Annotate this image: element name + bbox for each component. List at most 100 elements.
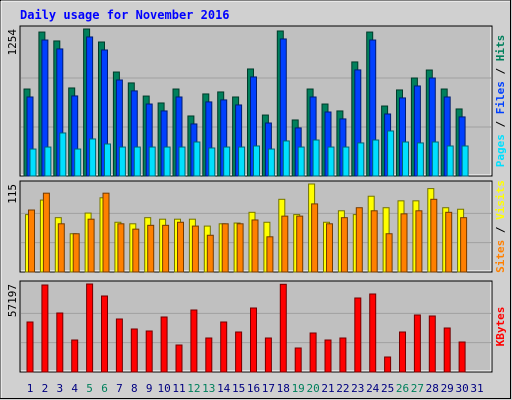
- bar: [354, 297, 362, 373]
- bar: [115, 318, 123, 373]
- bar: [177, 221, 184, 273]
- x-tick-label: 1: [27, 382, 34, 395]
- x-tick-label: 12: [187, 382, 200, 395]
- bar: [415, 210, 423, 273]
- x-tick-label: 26: [396, 382, 409, 395]
- bar: [253, 145, 260, 177]
- bar: [104, 143, 111, 177]
- x-tick-label: 21: [321, 382, 334, 395]
- bar: [42, 192, 50, 273]
- bar: [294, 347, 302, 373]
- x-tick-label: 3: [56, 382, 63, 395]
- x-tick-label: 29: [441, 382, 454, 395]
- bar: [431, 141, 439, 177]
- chart-title: Daily usage for November 2016: [20, 8, 230, 22]
- bar: [413, 314, 421, 373]
- x-tick-label: 27: [411, 382, 424, 395]
- bar: [71, 339, 79, 373]
- bar: [279, 283, 287, 373]
- bar: [340, 217, 348, 273]
- bar: [190, 309, 198, 373]
- bar: [193, 141, 201, 177]
- x-tick-label: 16: [247, 382, 260, 395]
- y-tick-label: 57197: [6, 284, 19, 317]
- bar: [357, 142, 365, 177]
- bar: [445, 211, 453, 273]
- bar: [206, 234, 214, 273]
- y-tick-label: 1254: [6, 29, 19, 56]
- x-tick-label: 8: [131, 382, 138, 395]
- bar: [130, 328, 138, 373]
- bar: [339, 337, 347, 373]
- bar: [281, 215, 289, 273]
- bar: [461, 145, 469, 177]
- x-tick-label: 23: [351, 382, 364, 395]
- bar: [385, 233, 393, 273]
- bar: [118, 146, 126, 177]
- bar: [89, 138, 97, 177]
- x-tick-label: 2: [42, 382, 49, 395]
- bar: [458, 341, 466, 373]
- bar: [87, 218, 95, 273]
- legend-label: Pages: [494, 134, 507, 167]
- bar: [145, 330, 153, 373]
- bar: [178, 146, 186, 177]
- bar: [223, 146, 231, 177]
- bar: [44, 146, 52, 177]
- bar: [251, 219, 259, 273]
- x-tick-label: 15: [232, 382, 245, 395]
- x-tick-label: 18: [277, 382, 290, 395]
- bar: [327, 146, 335, 177]
- bar: [117, 223, 125, 273]
- bar: [428, 315, 436, 373]
- bar: [221, 223, 229, 273]
- bar: [191, 225, 199, 273]
- legend-separator: /: [494, 61, 507, 81]
- bar: [370, 210, 378, 273]
- bar: [384, 356, 392, 373]
- x-tick-label: 24: [366, 382, 380, 395]
- bar: [400, 213, 408, 273]
- bar: [205, 337, 213, 373]
- bar: [162, 224, 170, 273]
- bar: [342, 146, 350, 177]
- bar: [132, 228, 140, 273]
- bar: [267, 148, 275, 177]
- bar: [250, 307, 257, 373]
- x-tick-label: 4: [71, 382, 78, 395]
- x-tick-label: 22: [336, 382, 349, 395]
- bar: [163, 146, 171, 177]
- bar: [369, 293, 377, 373]
- x-tick-label: 6: [101, 382, 108, 395]
- x-tick-label: 30: [455, 382, 468, 395]
- x-tick-label: 14: [217, 382, 231, 395]
- bar: [446, 145, 454, 177]
- legend-separator: /: [494, 220, 507, 240]
- bar: [101, 295, 108, 373]
- bar: [282, 140, 290, 177]
- legend-label: Sites: [494, 240, 507, 273]
- bar: [235, 331, 243, 373]
- legend-separator: /: [494, 114, 507, 134]
- legend-label: Visits: [494, 180, 507, 220]
- bar: [324, 339, 332, 373]
- bar: [238, 146, 246, 177]
- bar: [175, 344, 183, 373]
- bar: [28, 209, 35, 273]
- bar: [72, 233, 80, 273]
- bar: [296, 215, 304, 273]
- x-tick-label: 7: [116, 382, 123, 395]
- bar: [208, 147, 216, 177]
- x-tick-label: 10: [157, 382, 170, 395]
- bar: [312, 139, 320, 177]
- bar: [59, 132, 67, 177]
- y-tick-label: 115: [6, 184, 19, 204]
- x-tick-label: 11: [172, 382, 185, 395]
- bar: [460, 217, 468, 273]
- x-tick-label: 9: [146, 382, 153, 395]
- bar: [326, 223, 333, 273]
- bar: [311, 203, 319, 273]
- bar: [309, 332, 317, 373]
- x-tick-label: 20: [306, 382, 319, 395]
